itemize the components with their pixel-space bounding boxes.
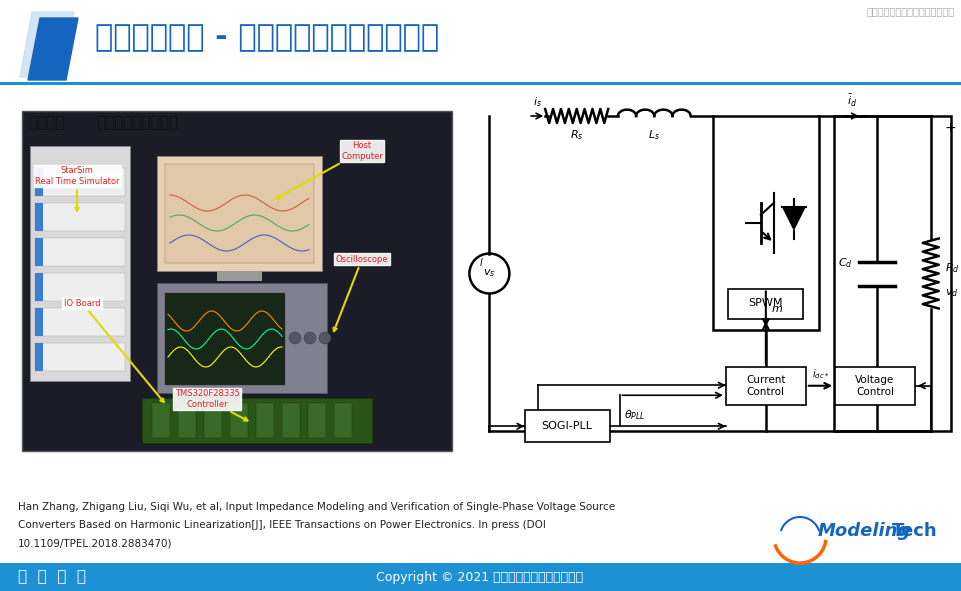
- Text: 远  宽  能  源: 远 宽 能 源: [18, 570, 86, 584]
- Bar: [204, 403, 222, 438]
- Text: SOGI-PLL: SOGI-PLL: [541, 421, 593, 431]
- Bar: [256, 403, 274, 438]
- Bar: [35, 238, 43, 266]
- Text: 10.1109/TPEL.2018.2883470): 10.1109/TPEL.2018.2883470): [18, 538, 173, 548]
- Bar: [835, 367, 915, 405]
- Text: $R_d$: $R_d$: [945, 262, 959, 275]
- Bar: [35, 308, 125, 336]
- Text: $l$: $l$: [480, 255, 483, 268]
- Bar: [0, 563, 961, 591]
- Text: IO Board: IO Board: [63, 298, 163, 402]
- Bar: [35, 168, 125, 196]
- Text: Voltage
Control: Voltage Control: [855, 375, 895, 397]
- Text: Current
Control: Current Control: [746, 375, 785, 397]
- Text: $\bar{i}_d$: $\bar{i}_d$: [847, 93, 857, 109]
- Bar: [35, 308, 43, 336]
- Bar: [157, 283, 327, 393]
- Bar: [35, 203, 125, 231]
- Bar: [35, 168, 43, 196]
- Text: Host
Computer: Host Computer: [277, 141, 382, 199]
- Bar: [35, 203, 43, 231]
- Bar: [0, 82, 961, 85]
- Text: $C_d$: $C_d$: [838, 256, 852, 271]
- Bar: [157, 156, 322, 271]
- Polygon shape: [782, 207, 806, 231]
- Bar: [230, 403, 248, 438]
- Bar: [35, 273, 125, 301]
- Text: $v_s$: $v_s$: [483, 268, 496, 280]
- Text: ：车网系统低频振荡: ：车网系统低频振荡: [96, 115, 178, 130]
- Text: StarSim
Real Time Simulator: StarSim Real Time Simulator: [35, 166, 119, 211]
- Bar: [35, 343, 125, 371]
- Bar: [712, 116, 819, 330]
- Text: Converters Based on Harmonic Linearization[J], IEEE Transactions on Power Electr: Converters Based on Harmonic Linearizati…: [18, 520, 546, 530]
- Polygon shape: [28, 18, 78, 80]
- Bar: [22, 111, 452, 451]
- Bar: [0, 0, 961, 85]
- Text: $R_s$: $R_s$: [570, 128, 583, 142]
- Text: $i_{dc*}$: $i_{dc*}$: [812, 367, 829, 381]
- Circle shape: [304, 332, 316, 344]
- Bar: [178, 403, 196, 438]
- Text: 中国电工技术学会新媒体平台发布: 中国电工技术学会新媒体平台发布: [867, 6, 955, 16]
- Bar: [525, 410, 609, 442]
- Text: +: +: [945, 121, 956, 135]
- Text: 西南交通大学 - 高铁车网整流器阻抗分析: 西南交通大学 - 高铁车网整流器阻抗分析: [95, 23, 439, 52]
- Text: $L_s$: $L_s$: [649, 128, 660, 142]
- Polygon shape: [20, 12, 74, 77]
- Bar: [30, 146, 130, 381]
- Text: Tech: Tech: [892, 522, 938, 540]
- Bar: [142, 398, 372, 443]
- Text: SPWM: SPWM: [749, 298, 783, 309]
- Circle shape: [319, 332, 331, 344]
- Bar: [35, 273, 43, 301]
- Bar: [35, 238, 125, 266]
- Bar: [35, 343, 43, 371]
- Bar: [834, 116, 950, 431]
- Text: Modeling: Modeling: [818, 522, 911, 540]
- Text: TMS320F28335
Controller: TMS320F28335 Controller: [175, 389, 248, 421]
- Bar: [152, 403, 170, 438]
- Text: $\theta_{PLL}$: $\theta_{PLL}$: [625, 408, 646, 422]
- Text: $i_s$: $i_s$: [532, 95, 542, 109]
- Circle shape: [289, 332, 301, 344]
- Bar: [282, 403, 300, 438]
- Text: $m$: $m$: [771, 304, 783, 314]
- Bar: [728, 288, 803, 319]
- Bar: [726, 367, 806, 405]
- Bar: [165, 164, 314, 263]
- Text: $v_d$: $v_d$: [945, 288, 958, 300]
- Text: Oscilloscope: Oscilloscope: [333, 255, 388, 331]
- Text: 研究对象: 研究对象: [28, 115, 64, 130]
- Bar: [217, 271, 262, 281]
- Text: Copyright © 2021 上海远宽能源科技有限公司: Copyright © 2021 上海远宽能源科技有限公司: [377, 570, 583, 583]
- Bar: [308, 403, 326, 438]
- Bar: [334, 403, 352, 438]
- Text: Han Zhang, Zhigang Liu, Siqi Wu, et al, Input Impedance Modeling and Verificatio: Han Zhang, Zhigang Liu, Siqi Wu, et al, …: [18, 502, 615, 512]
- Bar: [165, 293, 285, 385]
